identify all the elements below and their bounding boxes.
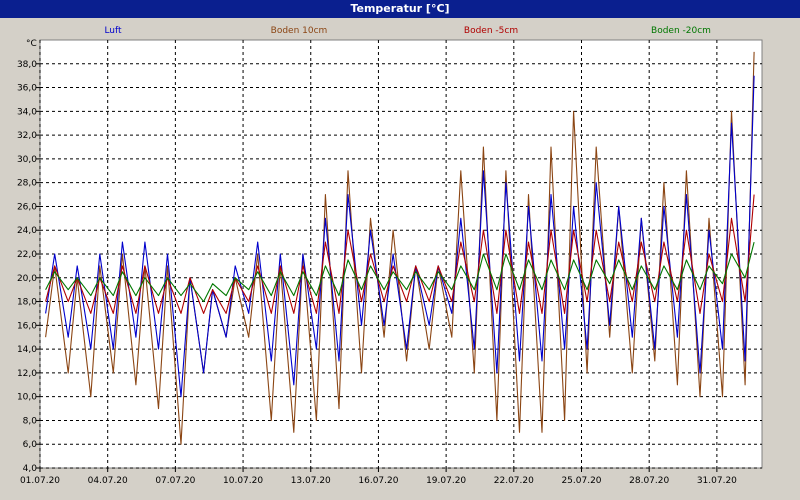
y-tick-label: 20,0 [17,274,37,284]
series-line-boden-minus5cm [45,194,755,314]
x-tick-label: 19.07.20 [426,476,466,486]
chart-title: Temperatur [°C] [0,0,800,18]
y-tick-label: 24,0 [17,226,37,236]
x-tick-label: 13.07.20 [291,476,331,486]
y-tick-label: 34,0 [17,107,37,117]
y-tick-label: 14,0 [17,345,37,355]
x-tick-label: 25.07.20 [561,476,601,486]
y-tick-label: 12,0 [17,369,37,379]
y-tick-label: 10,0 [17,393,37,403]
y-tick-label: 30,0 [17,155,37,165]
x-tick-label: 31.07.20 [697,476,737,486]
legend-entry: Luft [104,26,122,36]
x-tick-label: 07.07.20 [155,476,195,486]
series-line-boden-minus20cm [45,241,755,303]
series-line-boden-10cm [45,51,755,445]
legend-entry: Boden -20cm [651,26,711,36]
y-tick-label: 38,0 [17,60,37,70]
y-tick-label: 36,0 [17,84,37,94]
y-tick-label: 18,0 [17,298,37,308]
legend-entry: Boden 10cm [271,26,328,36]
legend-entry: Boden -5cm [464,26,518,36]
x-tick-label: 28.07.20 [629,476,669,486]
y-axis: 4,0 6,0 8,0 10,0 12,0 14,0 16,0 18,0 20,0 22,0 24,… [17,60,40,474]
x-tick-label: 01.07.20 [20,476,60,486]
temperature-chart: 4,0 6,0 8,0 10,0 12,0 14,0 16,0 18,0 20,0 22,0 24,… [0,18,800,500]
y-tick-label: 4,0 [23,464,38,474]
x-tick-label: 10.07.20 [223,476,263,486]
x-tick-label: 04.07.20 [88,476,128,486]
x-axis: 01.07.20 04.07.20 07.07.20 10.07.20 13.07.20… [20,468,737,486]
y-axis-label: °C [26,39,37,49]
y-tick-label: 26,0 [17,202,37,212]
y-tick-label: 28,0 [17,179,37,189]
x-tick-label: 22.07.20 [494,476,534,486]
y-tick-label: 8,0 [23,416,38,426]
y-tick-label: 22,0 [17,250,37,260]
y-tick-label: 16,0 [17,321,37,331]
y-tick-label: 32,0 [17,131,37,141]
legend: Luft Boden 10cm Boden -5cm Boden -20cm [104,26,711,36]
series-lines [45,51,755,445]
y-tick-label: 6,0 [23,440,38,450]
x-tick-label: 16.07.20 [358,476,398,486]
